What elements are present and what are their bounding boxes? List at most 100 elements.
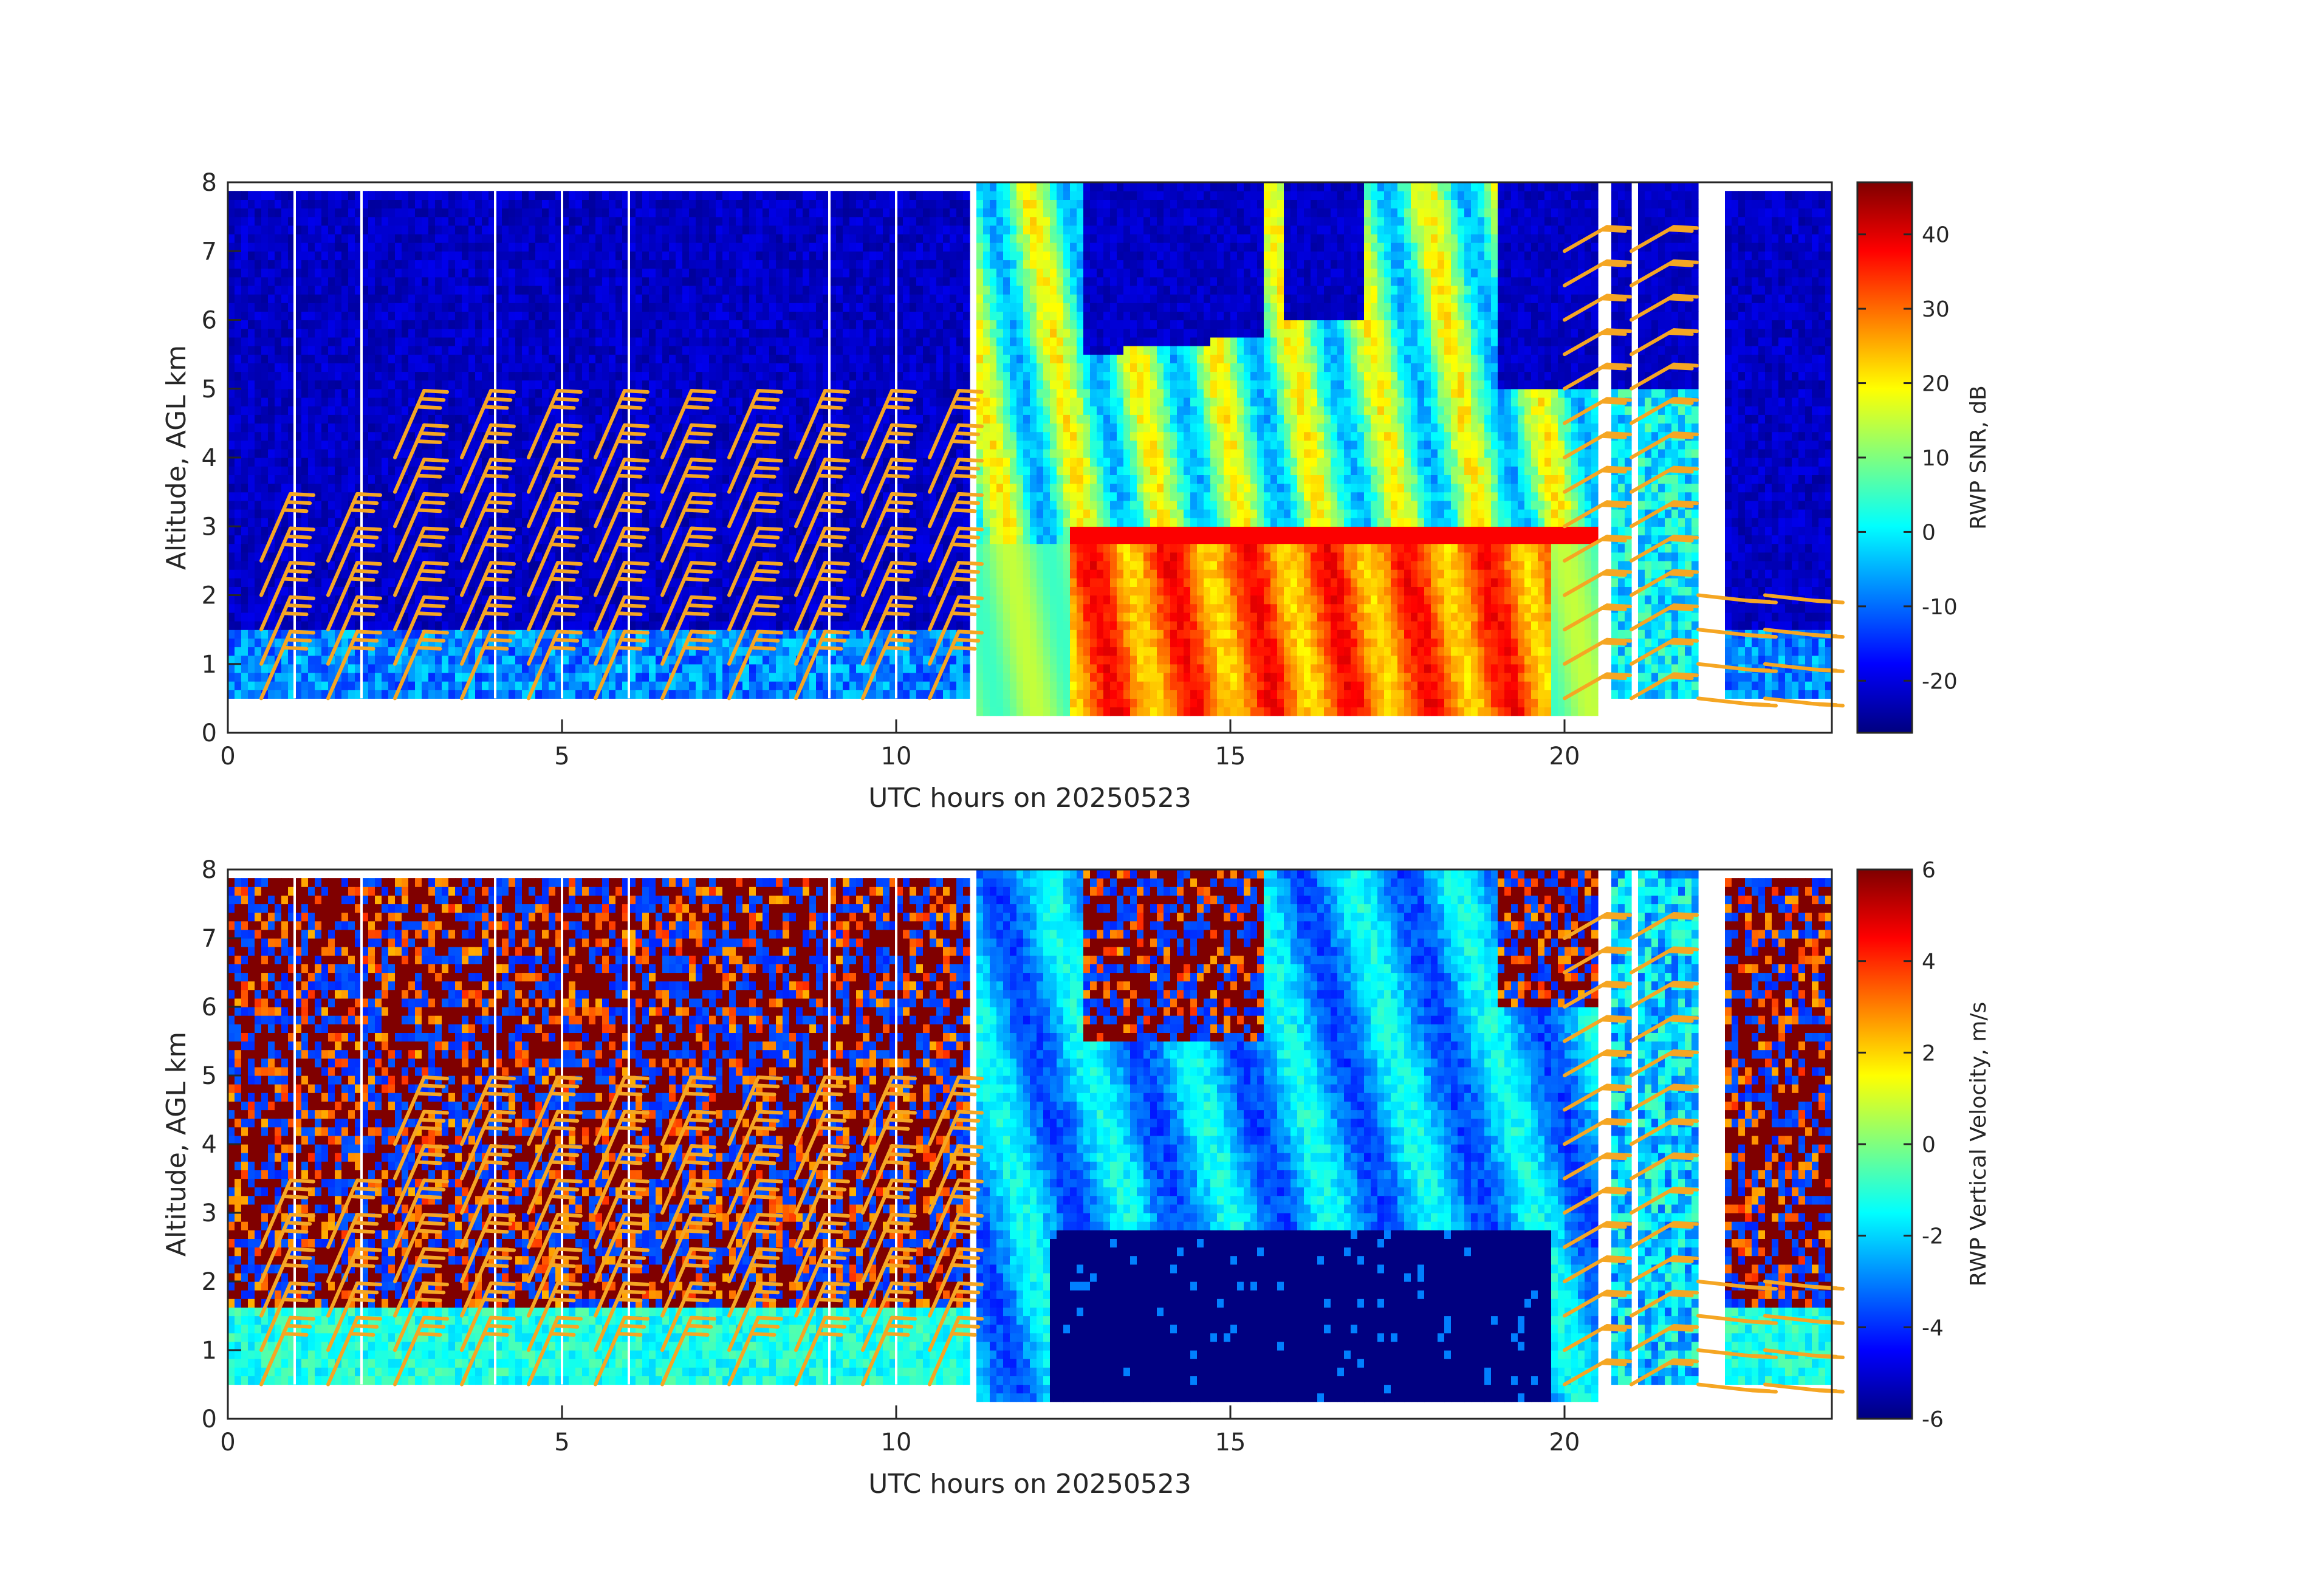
heatmap-cell — [301, 458, 309, 467]
heatmap-cell — [722, 208, 730, 218]
heatmap-cell — [729, 294, 736, 303]
heatmap-cell — [261, 500, 269, 510]
heatmap-cell — [255, 560, 262, 570]
heatmap-cell — [335, 595, 342, 605]
heatmap-cell — [328, 363, 335, 372]
heatmap-cell — [355, 337, 362, 346]
heatmap-cell — [475, 690, 482, 699]
heatmap-cell — [288, 440, 295, 450]
heatmap-cell — [602, 448, 609, 458]
heatmap-cell — [689, 233, 696, 243]
heatmap-cell — [569, 276, 576, 286]
heatmap-cell — [622, 216, 629, 226]
heatmap-cell — [662, 208, 670, 218]
heatmap-cell — [716, 612, 723, 622]
heatmap-cell — [549, 216, 556, 226]
heatmap-cell — [535, 595, 543, 605]
heatmap-cell — [301, 621, 309, 630]
heatmap-cell — [729, 337, 736, 346]
heatmap-cell — [428, 483, 436, 493]
heatmap-cell — [328, 629, 335, 639]
heatmap-cell — [475, 458, 482, 467]
heatmap-cell — [615, 259, 623, 269]
heatmap-cell — [261, 681, 269, 690]
heatmap-cell — [509, 406, 516, 415]
heatmap-cell — [575, 431, 583, 441]
heatmap-cell — [388, 406, 396, 415]
heatmap-cell — [388, 535, 396, 544]
heatmap-cell — [515, 509, 523, 518]
heatmap-cell — [749, 612, 756, 622]
heatmap-cell — [589, 578, 596, 587]
heatmap-cell — [368, 311, 375, 321]
heatmap-cell — [682, 458, 690, 467]
heatmap-cell — [562, 216, 569, 226]
heatmap-cell — [589, 337, 596, 346]
heatmap-cell — [535, 259, 543, 269]
heatmap-cell — [729, 320, 736, 329]
heatmap-cell — [308, 251, 315, 261]
heatmap-cell — [609, 397, 616, 406]
heatmap-cell — [595, 233, 603, 243]
heatmap-cell — [595, 225, 603, 235]
heatmap-cell — [729, 578, 736, 587]
heatmap-cell — [549, 320, 556, 329]
heatmap-cell — [455, 208, 462, 218]
heatmap-cell — [428, 681, 436, 690]
heatmap-cell — [789, 586, 797, 596]
heatmap-cell — [288, 621, 295, 630]
heatmap-cell — [275, 647, 282, 656]
heatmap-cell — [722, 199, 730, 209]
heatmap-cell — [362, 595, 369, 605]
heatmap-cell — [562, 268, 569, 278]
heatmap-cell — [656, 363, 663, 372]
heatmap-cell — [629, 612, 636, 622]
heatmap-cell — [301, 638, 309, 648]
heatmap-cell — [589, 543, 596, 553]
heatmap-cell — [582, 458, 589, 467]
heatmap-cell — [716, 603, 723, 613]
heatmap-cell — [502, 242, 509, 252]
heatmap-cell — [341, 664, 349, 673]
heatmap-cell — [408, 346, 416, 355]
heatmap-cell — [562, 466, 569, 475]
heatmap-cell — [448, 191, 456, 200]
heatmap-cell — [629, 586, 636, 596]
heatmap-cell — [255, 526, 262, 536]
heatmap-cell — [595, 285, 603, 295]
heatmap-cell — [408, 612, 416, 622]
heatmap-cell — [228, 690, 235, 699]
heatmap-cell — [542, 242, 549, 252]
heatmap-cell — [535, 406, 543, 415]
heatmap-cell — [509, 655, 516, 665]
heatmap-cell — [335, 320, 342, 329]
heatmap-cell — [769, 380, 776, 389]
heatmap-cell — [355, 388, 362, 398]
heatmap-cell — [415, 276, 422, 286]
heatmap-cell — [595, 672, 603, 682]
heatmap-cell — [569, 431, 576, 441]
heatmap-cell — [308, 363, 315, 372]
heatmap-cell — [676, 578, 683, 587]
heatmap-cell — [729, 303, 736, 312]
heatmap-cell — [268, 406, 275, 415]
heatmap-cell — [509, 251, 516, 261]
heatmap-cell — [482, 225, 489, 235]
heatmap-cell — [669, 397, 676, 406]
heatmap-cell — [408, 526, 416, 536]
heatmap-cell — [275, 690, 282, 699]
heatmap-cell — [415, 371, 422, 381]
heatmap-cell — [582, 276, 589, 286]
heatmap-cell — [736, 199, 743, 209]
heatmap-cell — [495, 388, 502, 398]
heatmap-cell — [388, 586, 396, 596]
heatmap-cell — [562, 276, 569, 286]
heatmap-cell — [275, 603, 282, 613]
heatmap-cell — [321, 466, 329, 475]
heatmap-cell — [428, 414, 436, 424]
heatmap-cell — [475, 509, 482, 518]
heatmap-cell — [228, 216, 235, 226]
heatmap-cell — [622, 621, 629, 630]
heatmap-cell — [495, 259, 502, 269]
heatmap-cell — [662, 363, 670, 372]
